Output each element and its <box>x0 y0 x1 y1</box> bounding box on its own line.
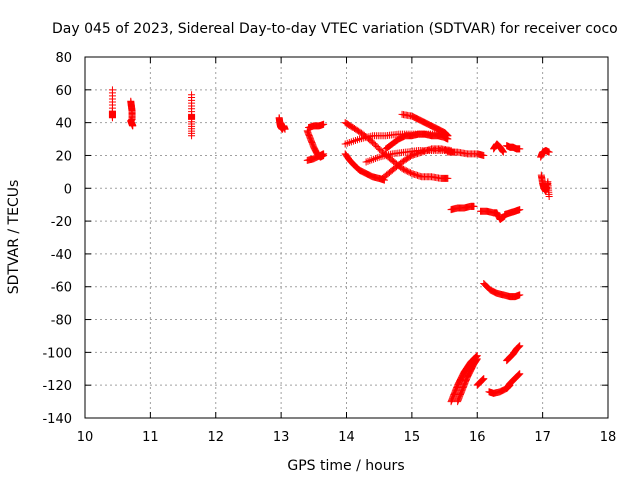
x-tick-label: 17 <box>534 430 551 445</box>
y-tick-label: 20 <box>55 149 72 164</box>
x-tick-label: 15 <box>404 430 421 445</box>
data-series-segment <box>341 150 388 184</box>
data-series-segment <box>454 355 481 406</box>
y-tick-label: 80 <box>55 51 72 66</box>
y-tick-label: 60 <box>55 84 72 99</box>
data-series-segment <box>275 114 289 133</box>
data-series-segment <box>127 97 137 130</box>
data-series-segment <box>398 110 452 140</box>
data-series-segment <box>503 370 524 392</box>
data-point <box>444 132 452 140</box>
data-series-segment <box>503 142 524 153</box>
data-series-segment <box>108 86 116 122</box>
data-point <box>516 206 524 214</box>
data-series-segment <box>473 375 488 389</box>
y-axis-label: SDTVAR / TECUs <box>6 180 22 295</box>
data-series-segment <box>501 206 524 219</box>
y-tick-label: -140 <box>42 412 72 427</box>
data-point <box>499 148 507 156</box>
data-point <box>516 370 524 378</box>
data-point <box>320 150 328 158</box>
data-point <box>480 151 488 159</box>
data-point <box>188 132 196 140</box>
x-tick-label: 11 <box>142 430 159 445</box>
chart-title: Day 045 of 2023, Sidereal Day-to-day VTE… <box>52 21 618 37</box>
data-series-segment <box>537 147 553 161</box>
data-point <box>545 148 553 156</box>
data-point <box>516 291 524 299</box>
y-tick-label: 40 <box>55 117 72 132</box>
data-point <box>516 145 524 153</box>
y-tick-label: -60 <box>51 281 72 296</box>
data-point <box>516 342 524 350</box>
data-series-segment <box>444 148 488 159</box>
x-tick-label: 14 <box>338 430 355 445</box>
data-point <box>108 114 116 122</box>
data-series-segment <box>490 140 507 156</box>
plot-frame <box>84 56 609 419</box>
y-tick-label: -40 <box>51 248 72 263</box>
x-tick-label: 10 <box>77 430 94 445</box>
y-tick-label: -100 <box>42 346 72 361</box>
data-point <box>444 174 452 182</box>
x-axis-label: GPS time / hours <box>287 458 404 474</box>
data-series-segment <box>537 171 553 200</box>
x-tick-label: 13 <box>273 430 290 445</box>
y-tick-label: -120 <box>42 379 72 394</box>
data-point <box>480 375 488 383</box>
x-tick-label: 12 <box>207 430 224 445</box>
y-tick-label: -20 <box>51 215 72 230</box>
data-points <box>108 86 553 406</box>
data-point <box>320 120 328 128</box>
x-tick-label: 18 <box>600 430 617 445</box>
data-point <box>281 125 289 133</box>
data-point <box>545 192 553 200</box>
data-series-segment <box>480 279 524 301</box>
axes: 10 11 12 13 14 15 16 17 18 -140 -120 -100 -80 -60 -40 -… <box>42 51 616 445</box>
x-tick-label: 16 <box>469 430 486 445</box>
y-tick-label: 0 <box>64 182 72 197</box>
data-series-segment <box>503 342 524 365</box>
data-series-segment <box>305 120 328 132</box>
data-point <box>129 122 137 130</box>
data-series-segment <box>303 150 328 164</box>
data-series-segment <box>477 207 509 223</box>
y-tick-label: -80 <box>51 314 72 329</box>
data-series-segment <box>188 91 196 140</box>
data-point <box>473 355 481 363</box>
data-series-segment <box>447 202 478 214</box>
data-point <box>470 202 478 210</box>
